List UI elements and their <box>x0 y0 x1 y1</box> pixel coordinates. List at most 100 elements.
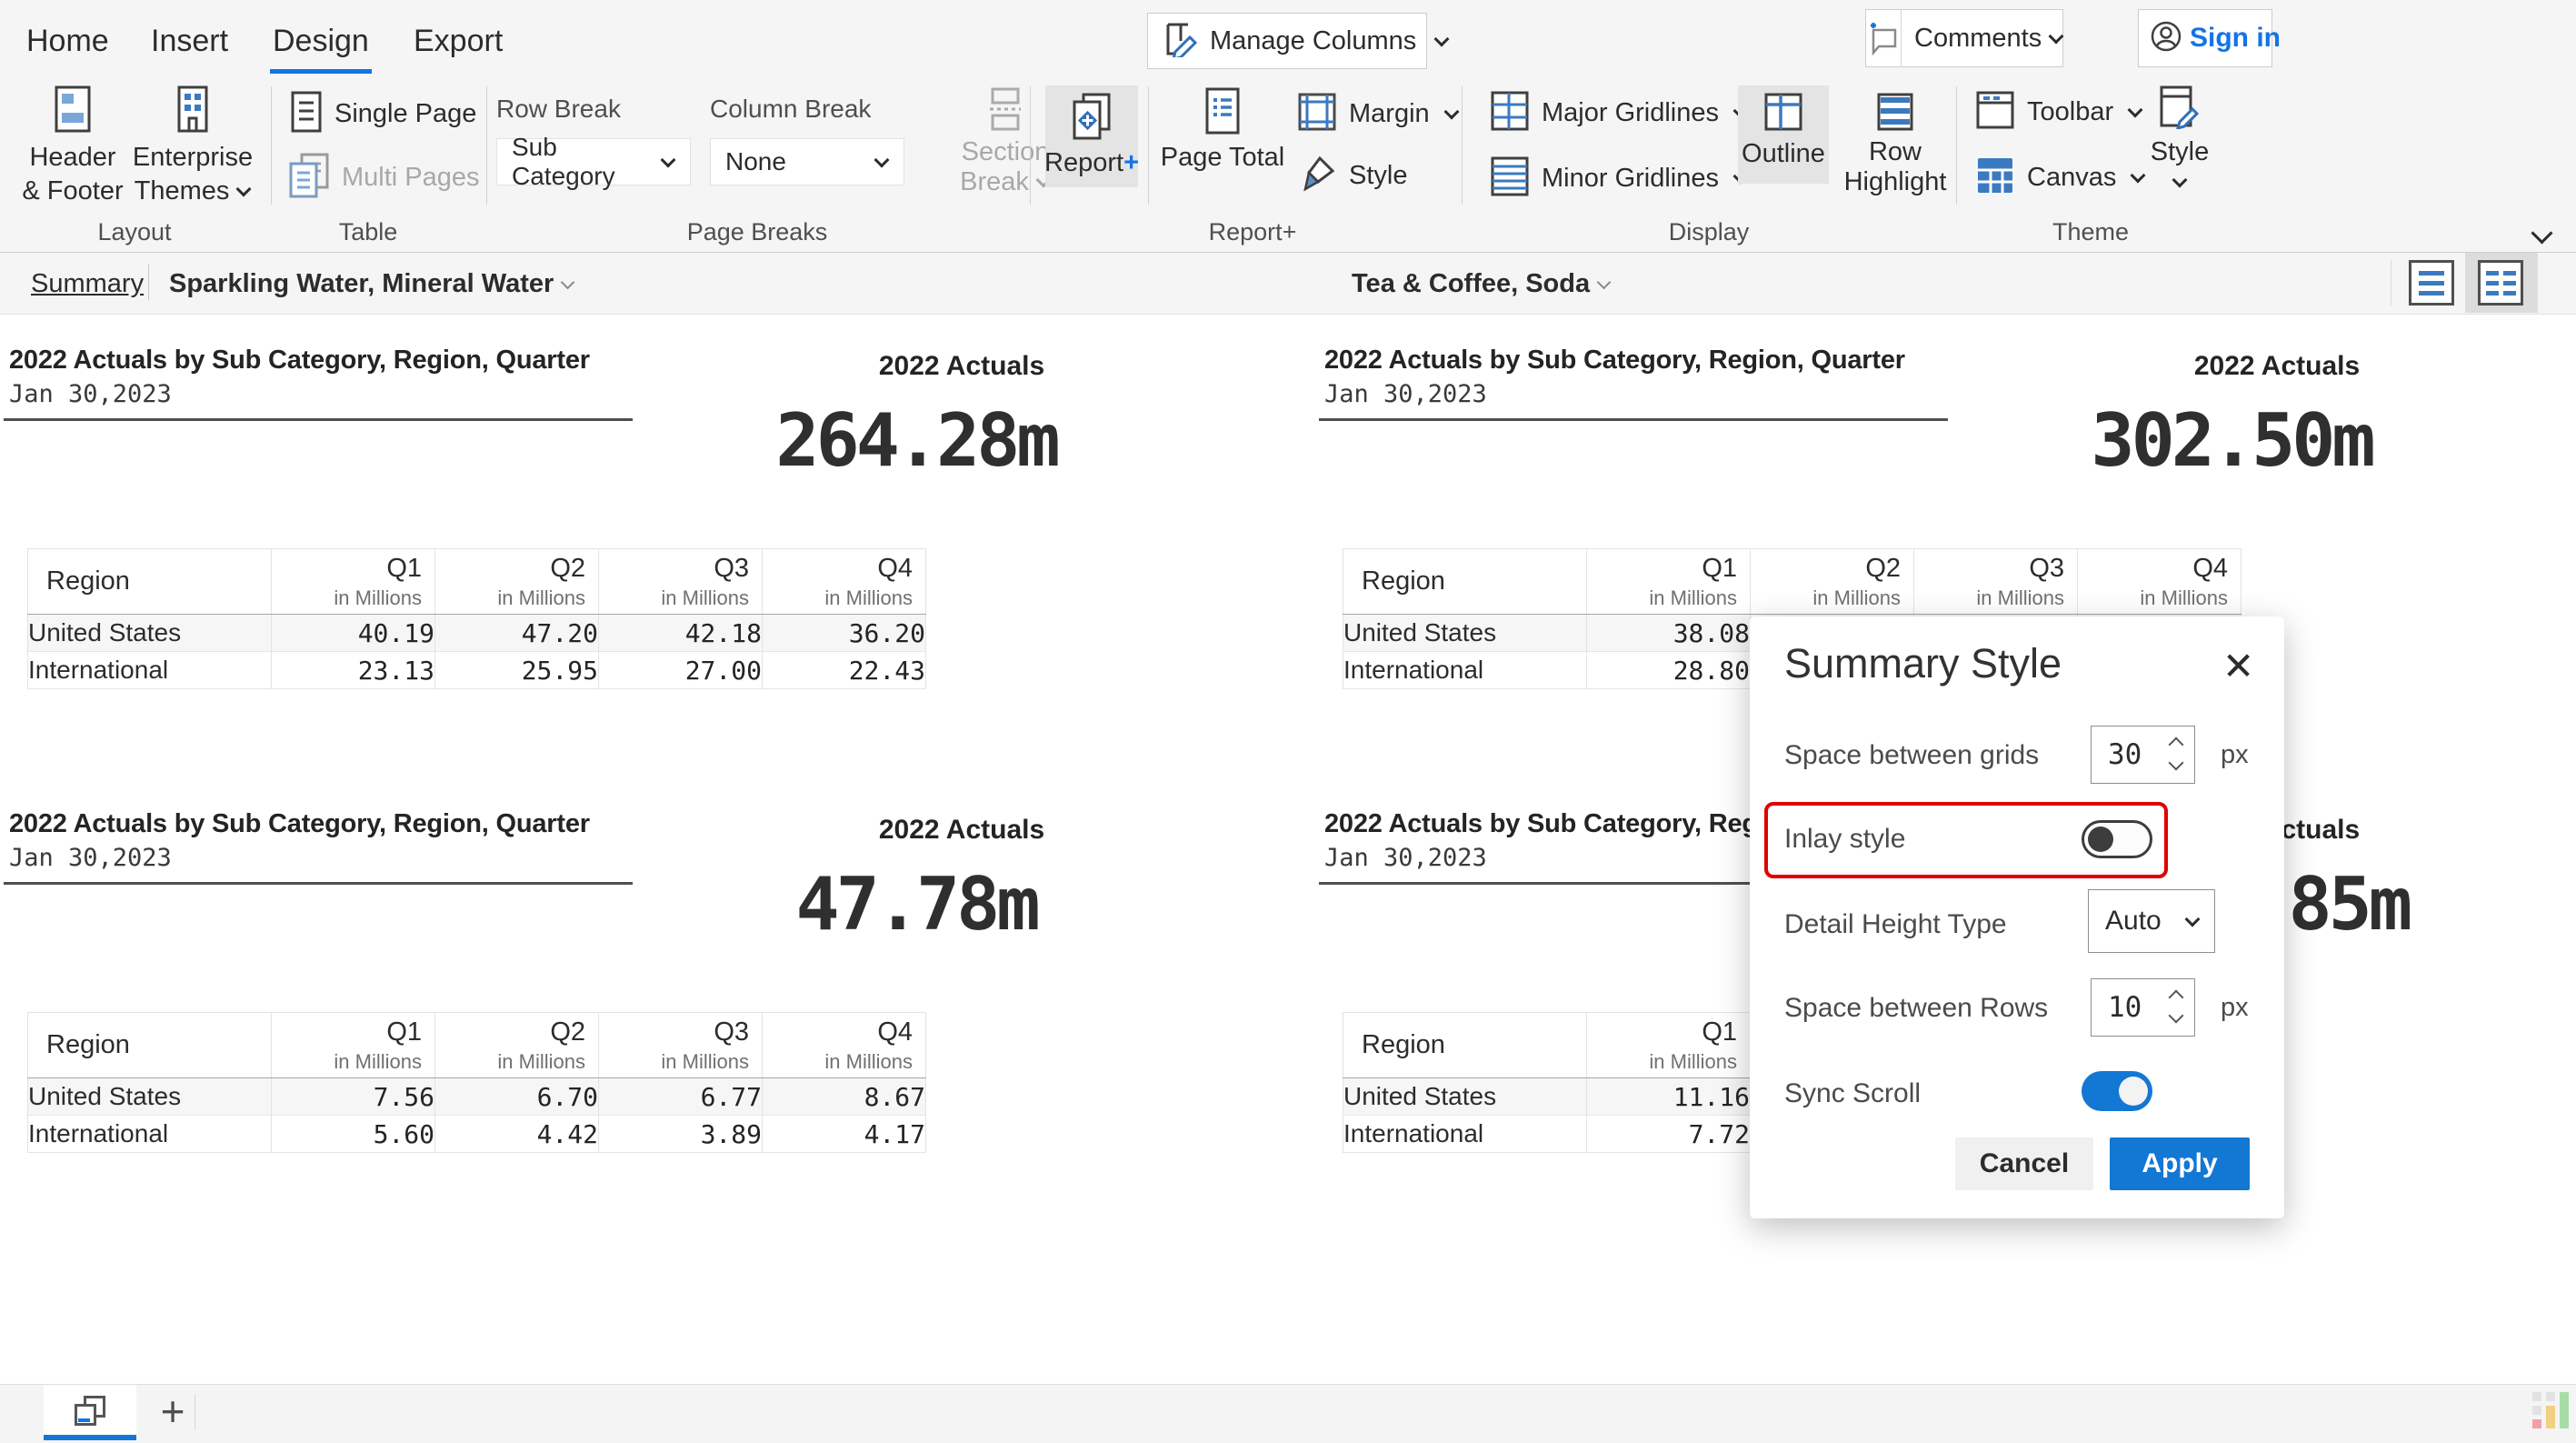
unit-label: in Millions <box>497 586 585 609</box>
value-cell: 3.89 <box>598 1115 763 1153</box>
detail-height-type-select[interactable]: Auto <box>2088 889 2215 953</box>
space-between-grids-stepper[interactable]: 30 <box>2091 726 2195 784</box>
report-plus-button[interactable]: Report + <box>1044 85 1139 187</box>
value-cell: 7.72 <box>1586 1115 1751 1153</box>
tab-design[interactable]: Design <box>273 24 369 58</box>
theme-style-button[interactable]: Style <box>2142 85 2218 188</box>
region-cell: United States <box>27 614 272 652</box>
enterprise-themes-button[interactable]: Enterprise Themes <box>133 85 253 206</box>
sign-in-button[interactable]: Sign in <box>2138 9 2281 67</box>
value-cell: 25.95 <box>434 651 599 689</box>
column-header-q3: Q3 <box>714 553 749 583</box>
comments-label: Comments <box>1914 23 2042 53</box>
margin-button[interactable]: Margin <box>1298 93 1460 135</box>
comments-button[interactable]: Comments <box>1865 9 2064 67</box>
inlay-style-label: Inlay style <box>1784 824 1906 854</box>
header-footer-button[interactable]: Header & Footer <box>22 85 124 206</box>
value-cell: 6.70 <box>434 1077 599 1116</box>
tab-export[interactable]: Export <box>414 24 504 58</box>
column-header-region: Region <box>27 1012 272 1078</box>
group-label-page-breaks: Page Breaks <box>686 218 828 246</box>
value-cell: 4.17 <box>762 1115 926 1153</box>
table-row: International 23.13 25.95 27.00 22.43 <box>27 651 926 689</box>
active-tab-indicator <box>270 69 372 74</box>
minor-gridlines-button[interactable]: Minor Gridlines <box>1491 156 1749 201</box>
value-cell: 36.20 <box>762 614 926 652</box>
report-style-button[interactable]: Style <box>1298 155 1407 197</box>
row-highlight-button[interactable]: Row Highlight <box>1844 85 1946 197</box>
theme-canvas-button[interactable]: Canvas <box>1976 156 2146 199</box>
summary-tab[interactable]: Summary <box>31 269 145 298</box>
multi-pages-button[interactable]: Multi Pages <box>289 153 480 203</box>
unit-label: in Millions <box>497 1049 585 1073</box>
column-header-q1: Q1 <box>1702 553 1737 583</box>
filter-left[interactable]: Sparkling Water, Mineral Water <box>169 269 575 299</box>
close-icon[interactable]: ✕ <box>2222 645 2255 687</box>
column-header-region: Region <box>27 548 272 615</box>
manage-columns-button[interactable]: Manage Columns <box>1147 13 1450 69</box>
report-style-label: Style <box>1349 161 1408 190</box>
tab-home[interactable]: Home <box>26 24 109 58</box>
row-break-label: Row Break <box>496 95 621 123</box>
add-comment-icon[interactable] <box>1866 10 1902 66</box>
add-page-button[interactable]: + <box>160 1387 185 1435</box>
section-break-icon <box>988 87 1023 135</box>
stepper-down-icon[interactable] <box>2168 1007 2184 1024</box>
panel-title: 2022 Actuals by Sub Category, Region, Qu… <box>9 809 590 838</box>
value-cell: 22.43 <box>762 651 926 689</box>
page-tab-active[interactable] <box>44 1385 136 1437</box>
inlay-style-toggle[interactable] <box>2082 820 2152 858</box>
single-page-button[interactable]: Single Page <box>291 91 476 137</box>
view-two-column-button[interactable] <box>2478 260 2523 306</box>
sync-scroll-toggle[interactable] <box>2082 1071 2152 1111</box>
chevron-down-icon <box>235 181 252 197</box>
inlay-style-highlight <box>1764 802 2168 878</box>
theme-toolbar-button[interactable]: Toolbar <box>1976 91 2143 134</box>
stepper-up-icon[interactable] <box>2168 737 2184 753</box>
filter-center[interactable]: Tea & Coffee, Soda <box>1352 269 1612 299</box>
cancel-button[interactable]: Cancel <box>1955 1137 2093 1190</box>
headline-label: 2022 Actuals <box>878 815 1045 845</box>
section-break-button[interactable]: Section Break <box>951 87 1060 197</box>
unit-label: in Millions <box>1649 586 1737 609</box>
chevron-down-icon <box>660 152 676 167</box>
row-break-select[interactable]: Sub Category <box>496 133 691 190</box>
apply-button[interactable]: Apply <box>2110 1137 2250 1190</box>
chevron-down-icon <box>2172 172 2188 188</box>
enterprise-themes-icon <box>175 85 211 137</box>
space-between-rows-stepper[interactable]: 10 <box>2091 978 2195 1037</box>
header-footer-label-1: Header <box>29 143 116 172</box>
column-break-label: Column Break <box>710 95 872 123</box>
tab-insert[interactable]: Insert <box>151 24 229 58</box>
panel-date: Jan 30,2023 <box>1324 844 1487 872</box>
ribbon: Home Insert Design Export Manage Columns… <box>0 0 2576 253</box>
collapse-ribbon-icon[interactable] <box>2531 222 2553 245</box>
space-between-rows-value: 10 <box>2108 991 2142 1024</box>
space-between-grids-label: Space between grids <box>1784 740 2040 770</box>
value-cell: 28.80 <box>1586 651 1751 689</box>
column-header-q1: Q1 <box>1702 1017 1737 1047</box>
page-total-button[interactable]: Page Total <box>1160 87 1285 173</box>
page-total-label: Page Total <box>1160 143 1285 172</box>
headline-value: 85m <box>2288 862 2413 947</box>
theme-style-label: Style <box>2150 137 2210 166</box>
headline-label: 2022 Actuals <box>878 351 1045 381</box>
group-separator <box>1030 86 1031 205</box>
column-header-q2: Q2 <box>550 1017 585 1047</box>
view-single-column-button[interactable] <box>2409 260 2454 306</box>
headline-value: 302.50m <box>2091 398 2375 483</box>
outline-button[interactable]: Outline <box>1738 85 1829 184</box>
column-header-q4: Q4 <box>877 1017 913 1047</box>
stepper-down-icon[interactable] <box>2168 755 2184 771</box>
value-cell: 7.56 <box>271 1077 435 1116</box>
stepper-up-icon[interactable] <box>2168 989 2184 1006</box>
major-gridlines-button[interactable]: Major Gridlines <box>1491 91 1749 135</box>
column-break-select[interactable]: None <box>710 138 904 185</box>
group-label-layout: Layout <box>97 218 172 246</box>
group-label-table: Table <box>338 218 398 246</box>
value-cell: 27.00 <box>598 651 763 689</box>
header-footer-label-2: & Footer <box>22 176 124 205</box>
